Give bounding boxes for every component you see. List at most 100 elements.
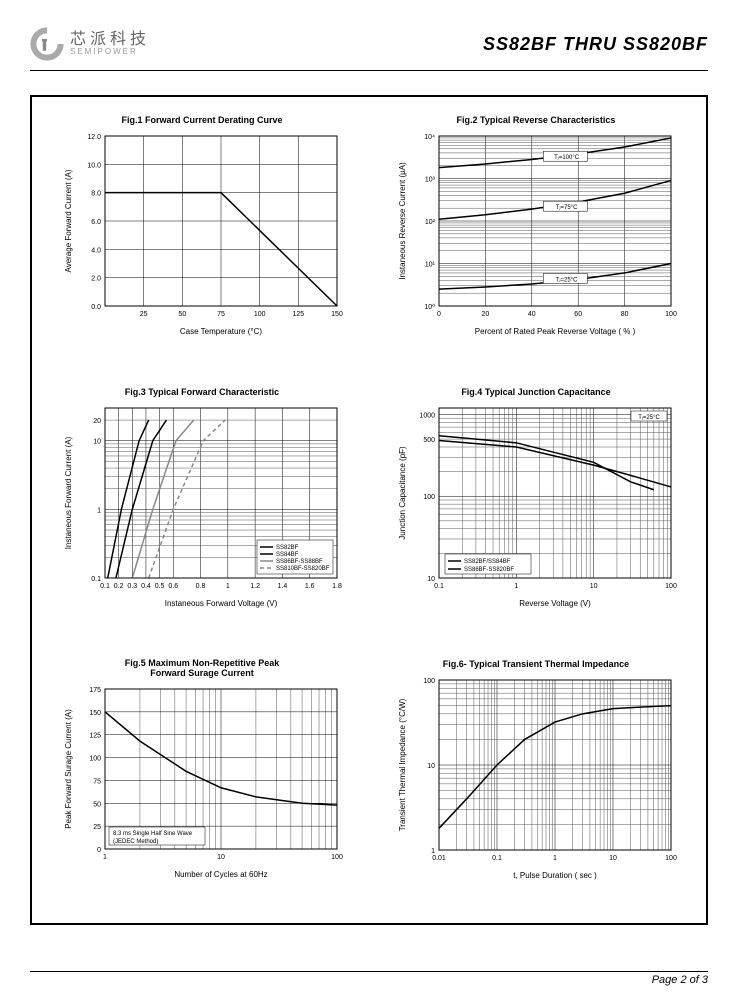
svg-text:1: 1 — [514, 583, 518, 590]
svg-text:150: 150 — [89, 710, 101, 717]
fig1-chart: 2550751001251500.02.04.06.08.010.012.0Ca… — [57, 130, 347, 340]
fig5-title-1: Fig.5 Maximum Non-Repetitive Peak — [125, 658, 280, 668]
svg-text:175: 175 — [89, 687, 101, 694]
svg-text:0.1: 0.1 — [91, 576, 101, 583]
svg-text:Tⱼ=25°C: Tⱼ=25°C — [638, 415, 660, 421]
svg-text:25: 25 — [140, 311, 148, 318]
svg-text:0.0: 0.0 — [91, 304, 101, 311]
fig5-title: Fig.5 Maximum Non-Repetitive Peak Forwar… — [48, 659, 356, 679]
logo: 芯派科技 SEMIPOWER — [30, 27, 150, 61]
svg-text:Percent of Rated Peak Reverse: Percent of Rated Peak Reverse Voltage ( … — [475, 327, 636, 336]
svg-text:Peak Forward Surage Current (A: Peak Forward Surage Current (A) — [64, 709, 73, 829]
logo-icon — [30, 27, 64, 61]
fig2-title: Fig.2 Typical Reverse Characteristics — [382, 115, 690, 126]
fig1-title: Fig.1 Forward Current Derating Curve — [48, 115, 356, 126]
svg-text:150: 150 — [331, 311, 343, 318]
svg-text:Instaneous Forward Voltage (V): Instaneous Forward Voltage (V) — [165, 599, 278, 608]
svg-text:2.0: 2.0 — [91, 275, 101, 282]
fig3: Fig.3 Typical Forward Characteristic 0.1… — [48, 387, 356, 633]
svg-text:0.5: 0.5 — [155, 583, 165, 590]
svg-text:0.4: 0.4 — [141, 583, 151, 590]
svg-text:100: 100 — [331, 854, 343, 861]
svg-text:1: 1 — [431, 848, 435, 855]
svg-text:1000: 1000 — [419, 412, 435, 419]
fig2-chart: 02040608010010⁰10¹10²10³10⁴Percent of Ra… — [391, 130, 681, 340]
svg-text:0: 0 — [97, 847, 101, 854]
fig5: Fig.5 Maximum Non-Repetitive Peak Forwar… — [48, 659, 356, 905]
svg-text:0.3: 0.3 — [127, 583, 137, 590]
svg-text:SS82BF/SS84BF: SS82BF/SS84BF — [464, 559, 511, 565]
svg-text:Case Temperature (°C): Case Temperature (°C) — [180, 327, 263, 336]
svg-text:50: 50 — [178, 311, 186, 318]
svg-text:Average Forward Current (A): Average Forward Current (A) — [64, 169, 73, 272]
svg-text:Tⱼ=25°C: Tⱼ=25°C — [556, 277, 578, 283]
fig3-chart: 0.10.20.30.40.50.60.811.21.41.61.80.1110… — [57, 402, 347, 612]
doc-title: SS82BF THRU SS820BF — [483, 34, 708, 55]
header: 芯派科技 SEMIPOWER SS82BF THRU SS820BF — [30, 18, 708, 71]
svg-text:1.6: 1.6 — [305, 583, 315, 590]
svg-text:10⁴: 10⁴ — [424, 134, 435, 141]
svg-text:100: 100 — [665, 583, 677, 590]
svg-text:10: 10 — [427, 576, 435, 583]
svg-text:SS84BF: SS84BF — [276, 552, 299, 558]
svg-text:Transient Thermal Impedance (°: Transient Thermal Impedance (°C/W) — [398, 698, 407, 831]
svg-text:20: 20 — [93, 418, 101, 425]
svg-text:Instaneous Reverse Current (µA: Instaneous Reverse Current (µA) — [398, 162, 407, 280]
svg-text:SS82BF: SS82BF — [276, 545, 299, 551]
svg-text:SS86BF-SS88BF: SS86BF-SS88BF — [276, 559, 323, 565]
svg-text:Tⱼ=75°C: Tⱼ=75°C — [556, 205, 578, 211]
svg-text:1: 1 — [97, 507, 101, 514]
svg-text:0.01: 0.01 — [432, 855, 446, 862]
svg-text:10: 10 — [427, 763, 435, 770]
svg-text:100: 100 — [423, 678, 435, 685]
fig6: Fig.6- Typical Transient Thermal Impedan… — [382, 659, 690, 905]
svg-text:500: 500 — [423, 437, 435, 444]
svg-text:1.2: 1.2 — [250, 583, 260, 590]
svg-text:0.6: 0.6 — [168, 583, 178, 590]
charts-frame: Fig.1 Forward Current Derating Curve 25 5… — [30, 95, 708, 925]
fig4-title: Fig.4 Typical Junction Capacitance — [382, 387, 690, 398]
svg-text:8.0: 8.0 — [91, 190, 101, 197]
svg-text:12.0: 12.0 — [87, 134, 101, 141]
logo-cn: 芯派科技 — [70, 32, 150, 48]
svg-text:1: 1 — [103, 854, 107, 861]
svg-text:20: 20 — [482, 311, 490, 318]
svg-text:Instaneous Forward Current (A): Instaneous Forward Current (A) — [64, 436, 73, 549]
svg-text:10²: 10² — [425, 219, 436, 226]
svg-text:1: 1 — [226, 583, 230, 590]
svg-text:0.1: 0.1 — [492, 855, 502, 862]
svg-text:10: 10 — [217, 854, 225, 861]
svg-text:10: 10 — [609, 855, 617, 862]
svg-text:10³: 10³ — [425, 176, 436, 183]
page: 芯派科技 SEMIPOWER SS82BF THRU SS820BF Fig.1… — [0, 0, 738, 1000]
svg-text:0.2: 0.2 — [114, 583, 124, 590]
svg-text:0: 0 — [437, 311, 441, 318]
svg-text:(JEDEC Method): (JEDEC Method) — [113, 839, 158, 845]
svg-text:1.8: 1.8 — [332, 583, 342, 590]
page-number: Page 2 of 3 — [652, 974, 708, 986]
fig4-chart: 0.1110100101005001000Reverse Voltage (V)… — [391, 402, 681, 612]
svg-text:4.0: 4.0 — [91, 247, 101, 254]
svg-text:0.8: 0.8 — [196, 583, 206, 590]
svg-text:100: 100 — [665, 311, 677, 318]
svg-text:25: 25 — [93, 824, 101, 831]
svg-text:8.3 ms Single Half Sine Wave: 8.3 ms Single Half Sine Wave — [113, 831, 193, 837]
svg-text:100: 100 — [89, 755, 101, 762]
svg-text:125: 125 — [292, 311, 304, 318]
fig3-title: Fig.3 Typical Forward Characteristic — [48, 387, 356, 398]
svg-text:60: 60 — [574, 311, 582, 318]
svg-text:80: 80 — [621, 311, 629, 318]
fig1: Fig.1 Forward Current Derating Curve 25 5… — [48, 115, 356, 361]
svg-text:Number of Cycles at 60Hz: Number of Cycles at 60Hz — [174, 870, 267, 879]
fig2: Fig.2 Typical Reverse Characteristics 0 2… — [382, 115, 690, 361]
svg-text:1: 1 — [553, 855, 557, 862]
fig6-chart: 0.010.1110100110100t, Pulse Duration ( s… — [391, 674, 681, 884]
svg-text:10.0: 10.0 — [87, 162, 101, 169]
svg-text:Tⱼ=100°C: Tⱼ=100°C — [554, 155, 580, 161]
fig5-chart: 1101000255075100125150175Number of Cycle… — [57, 683, 347, 883]
svg-text:40: 40 — [528, 311, 536, 318]
svg-text:6.0: 6.0 — [91, 219, 101, 226]
svg-text:100: 100 — [423, 494, 435, 501]
svg-text:75: 75 — [93, 778, 101, 785]
svg-text:SS86BF-SS820BF: SS86BF-SS820BF — [464, 567, 514, 573]
